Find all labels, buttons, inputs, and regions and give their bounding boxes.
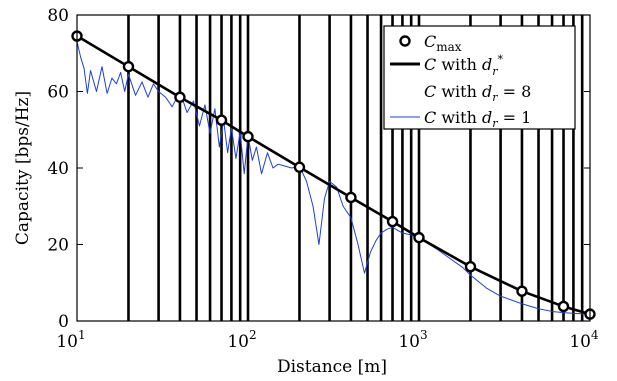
legend-marker-cmax bbox=[399, 35, 411, 47]
legend-box bbox=[383, 25, 576, 130]
cmax-marker bbox=[122, 60, 135, 73]
legend: Cmax C with dr* C with dr = 8 C with dr … bbox=[383, 25, 576, 130]
y-tick-label: 0 bbox=[58, 312, 69, 332]
cmax-marker bbox=[174, 91, 186, 103]
x-tick-label: 103 bbox=[398, 328, 427, 352]
cmax-marker bbox=[464, 260, 477, 273]
y-tick-label: 20 bbox=[47, 236, 69, 256]
legend-label-dr-star: C with dr* bbox=[424, 53, 503, 78]
cmax-marker bbox=[215, 114, 228, 126]
y-tick-label: 60 bbox=[47, 83, 69, 103]
y-tick-label: 80 bbox=[47, 6, 69, 26]
legend-label-dr-8: C with dr = 8 bbox=[424, 82, 531, 104]
vertical-grid-lines bbox=[127, 15, 584, 321]
legend-label-cmax: Cmax bbox=[424, 32, 462, 54]
y-axis-label: Capacity [bps/Hz] bbox=[13, 91, 33, 245]
series-group bbox=[71, 30, 596, 320]
axis-ticks bbox=[77, 14, 590, 322]
x-tick-label: 101 bbox=[56, 328, 85, 352]
x-axis-label: Distance [m] bbox=[277, 357, 387, 377]
cmax-marker bbox=[413, 231, 425, 244]
legend-label-dr-1: C with dr = 1 bbox=[424, 108, 531, 130]
y-tick-label: 40 bbox=[47, 159, 69, 179]
cmax-marker bbox=[293, 161, 306, 173]
x-tick-label: 104 bbox=[569, 328, 599, 352]
cmax-marker bbox=[516, 285, 528, 297]
cmax-marker bbox=[557, 300, 570, 313]
cmax-marker bbox=[242, 130, 254, 143]
cmax-marker bbox=[386, 215, 399, 228]
cmax-marker bbox=[345, 191, 357, 204]
tick-labels: 0 20 40 60 80 101 102 103 104 bbox=[47, 6, 599, 352]
x-tick-label: 102 bbox=[227, 328, 256, 352]
